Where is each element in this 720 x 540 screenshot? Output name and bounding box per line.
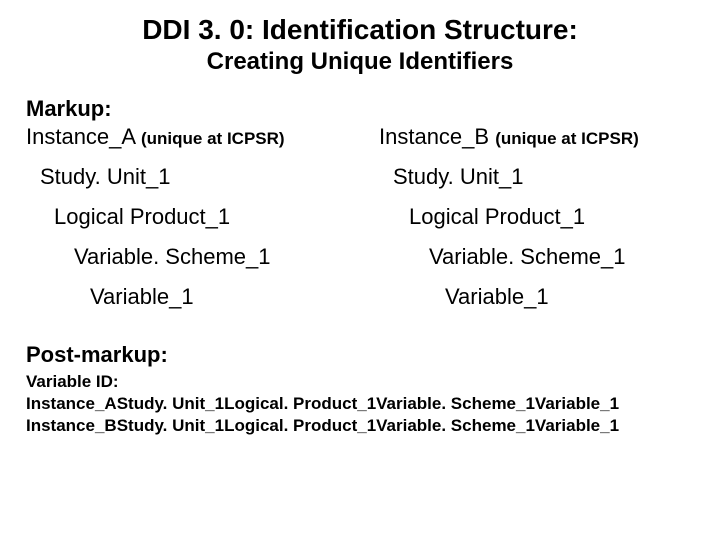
instance-a-name: Instance_A [26, 124, 135, 149]
b-level-3: Variable. Scheme_1 [365, 244, 694, 270]
column-b: Instance_B (unique at ICPSR) Study. Unit… [365, 124, 694, 324]
instance-b-note: (unique at ICPSR) [495, 129, 639, 148]
variable-id-label: Variable ID: [26, 372, 694, 392]
post-markup-label: Post-markup: [26, 342, 694, 368]
instance-a-note: (unique at ICPSR) [141, 129, 285, 148]
slide-subtitle: Creating Unique Identifiers [26, 48, 694, 76]
a-level-4: Variable_1 [26, 284, 355, 310]
b-level-1: Study. Unit_1 [365, 164, 694, 190]
instance-b-name: Instance_B [379, 124, 489, 149]
a-level-3: Variable. Scheme_1 [26, 244, 355, 270]
instance-b-line: Instance_B (unique at ICPSR) [365, 124, 694, 150]
slide-content: DDI 3. 0: Identification Structure: Crea… [0, 0, 720, 446]
b-level-4: Variable_1 [365, 284, 694, 310]
id-line-a: Instance_AStudy. Unit_1Logical. Product_… [26, 394, 694, 414]
a-level-1: Study. Unit_1 [26, 164, 355, 190]
slide-title: DDI 3. 0: Identification Structure: [26, 14, 694, 46]
hierarchy-columns: Instance_A (unique at ICPSR) Study. Unit… [26, 124, 694, 324]
a-level-2: Logical Product_1 [26, 204, 355, 230]
id-line-b: Instance_BStudy. Unit_1Logical. Product_… [26, 416, 694, 436]
markup-label: Markup: [26, 96, 694, 122]
instance-a-line: Instance_A (unique at ICPSR) [26, 124, 355, 150]
b-level-2: Logical Product_1 [365, 204, 694, 230]
column-a: Instance_A (unique at ICPSR) Study. Unit… [26, 124, 355, 324]
